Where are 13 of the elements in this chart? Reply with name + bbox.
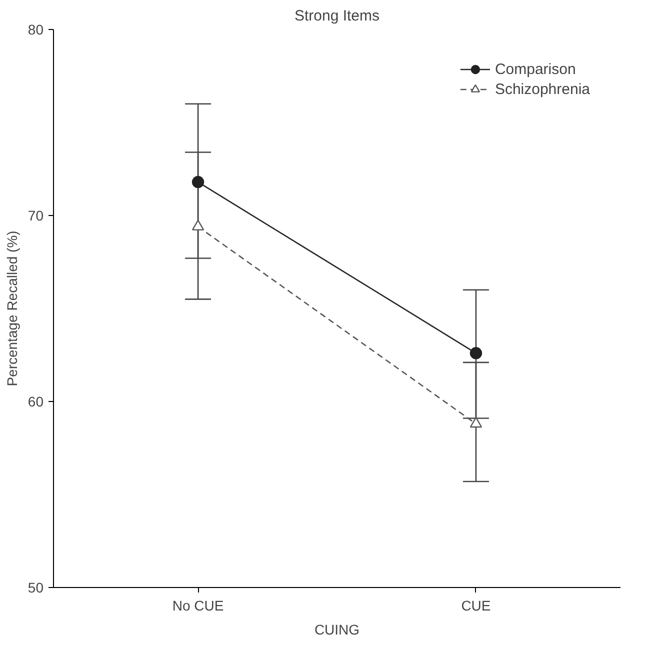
y-tick-label: 80 bbox=[28, 22, 44, 38]
legend-label: Comparison bbox=[494, 60, 576, 78]
y-axis-title: Percentage Recalled (%) bbox=[4, 230, 20, 386]
y-tick-label: 50 bbox=[28, 580, 44, 596]
y-tick-label: 60 bbox=[28, 394, 44, 410]
chart-title: Strong Items bbox=[294, 8, 380, 24]
legend-label: Schizophrenia bbox=[494, 80, 590, 98]
x-tick-label: CUE bbox=[461, 598, 491, 614]
x-tick-label: No CUE bbox=[172, 598, 224, 614]
y-tick-label: 70 bbox=[28, 208, 44, 224]
point bbox=[192, 176, 204, 188]
x-axis-title: CUING bbox=[314, 622, 360, 638]
point bbox=[470, 347, 482, 360]
